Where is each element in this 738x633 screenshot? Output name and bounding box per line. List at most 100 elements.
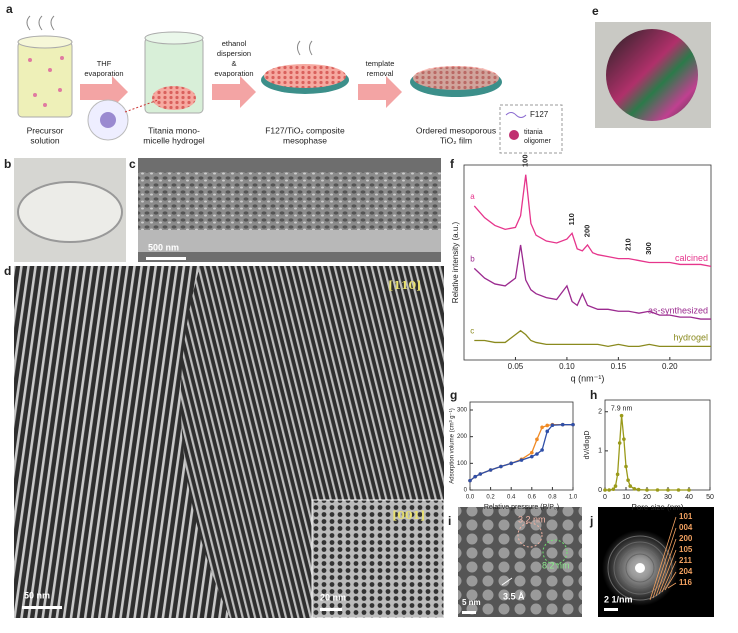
y-tick-label: 0 xyxy=(598,487,602,494)
ring-pointer xyxy=(658,549,677,595)
ring-label: 105 xyxy=(679,545,693,554)
caption: solution xyxy=(30,135,60,145)
data-point xyxy=(607,488,611,492)
series-tag: c xyxy=(470,327,474,336)
series-tag: b xyxy=(470,254,475,263)
pore-marker xyxy=(517,522,543,548)
legend-box xyxy=(499,104,563,154)
series-line xyxy=(469,424,573,482)
ring-pointer xyxy=(652,527,677,599)
arrow-label: ethanol xyxy=(222,39,247,48)
peak-label: 100 xyxy=(521,154,530,167)
scale-label: 50 nm xyxy=(24,590,50,600)
data-point xyxy=(478,472,483,476)
ring-pointer xyxy=(667,582,677,589)
series-line xyxy=(605,415,689,491)
data-point xyxy=(540,448,544,452)
data-point xyxy=(645,488,649,492)
data-point xyxy=(499,464,503,469)
peak-label: 300 xyxy=(644,242,653,255)
beaker-top xyxy=(144,31,204,45)
scheme: a F127 titania oligomer xyxy=(6,2,563,154)
x-tick-label: 0.15 xyxy=(611,362,627,371)
data-point xyxy=(628,484,632,488)
y-axis-title: Adsorption volume (cm³ g⁻¹) xyxy=(450,408,456,484)
scale-label: 2 1/nm xyxy=(604,594,633,604)
lattice-marker xyxy=(501,577,513,586)
caption: micelle hydrogel xyxy=(143,135,205,145)
scale-bar xyxy=(146,257,186,260)
scale-label: 500 nm xyxy=(148,242,179,252)
data-point xyxy=(535,452,539,456)
ring-label: 101 xyxy=(679,512,693,521)
arrow-label: template xyxy=(366,59,395,68)
data-point xyxy=(550,423,555,428)
legend-label: oligomer xyxy=(524,138,552,145)
arrow-label: dispersion xyxy=(217,49,251,58)
data-point xyxy=(666,488,670,492)
ring-pointer xyxy=(655,538,677,597)
data-point xyxy=(473,474,477,479)
y-tick-label: 2 xyxy=(598,409,602,416)
data-point xyxy=(676,488,681,492)
data-point xyxy=(545,423,550,428)
caption: TiO₂ film xyxy=(440,135,472,145)
x-tick-label: 0 xyxy=(603,494,607,501)
panel-label: e xyxy=(592,4,599,18)
x-axis-title: Relative pressure (P/P₀) xyxy=(484,504,559,511)
peak-label: 210 xyxy=(624,238,633,251)
data-point xyxy=(603,488,607,492)
plot-frame xyxy=(469,401,574,491)
data-point xyxy=(687,488,691,492)
arrow-label: removal xyxy=(367,69,394,78)
scale-bar xyxy=(320,608,342,611)
annotation: 7.9 nm xyxy=(611,405,633,412)
caption: mesophase xyxy=(283,135,327,145)
caption: Ordered mesoporous xyxy=(416,125,496,135)
ring-pointer xyxy=(661,560,677,593)
arrow-label: THF xyxy=(97,59,112,68)
x-tick-label: 0.20 xyxy=(662,362,678,371)
data-point xyxy=(571,422,575,427)
scale-bar xyxy=(604,608,618,611)
legend-f127 xyxy=(505,112,527,118)
arrow xyxy=(80,76,128,108)
annotation: 8.2 nm xyxy=(542,560,570,570)
ring-label: 211 xyxy=(679,556,692,565)
hydrogel xyxy=(152,86,196,110)
series-line xyxy=(474,329,711,348)
legend-label: titania xyxy=(524,129,543,136)
data-point xyxy=(519,458,524,462)
x-tick-label: 0.6 xyxy=(528,495,537,501)
data-point xyxy=(530,450,534,455)
panel-label: d xyxy=(4,264,11,278)
peak-label: 200 xyxy=(582,225,591,238)
particles xyxy=(28,56,64,107)
arrow xyxy=(358,76,402,108)
data-point xyxy=(488,468,493,472)
y-tick-label: 300 xyxy=(457,408,468,414)
series-line xyxy=(473,244,711,320)
steam xyxy=(297,40,313,56)
annotation: 3.5 Å xyxy=(503,591,525,601)
hrtem-image xyxy=(458,507,582,617)
panel-label: g xyxy=(450,388,457,402)
beaker-top xyxy=(17,35,73,49)
scale-label: 5 nm xyxy=(462,598,481,607)
plot-frame xyxy=(463,164,712,361)
wafer xyxy=(606,29,698,121)
petri-dish xyxy=(17,181,123,243)
inset-image xyxy=(311,499,445,619)
y-tick-label: 1 xyxy=(598,448,602,455)
ring-label: 200 xyxy=(679,534,693,543)
sem-film xyxy=(138,172,441,230)
x-tick-label: 40 xyxy=(685,494,693,501)
data-point xyxy=(624,464,628,469)
data-point xyxy=(619,413,624,418)
x-tick-label: 0.8 xyxy=(548,495,557,501)
data-point xyxy=(530,454,534,459)
data-point xyxy=(626,478,630,483)
steam xyxy=(26,15,55,31)
ring-pointer xyxy=(649,516,677,601)
